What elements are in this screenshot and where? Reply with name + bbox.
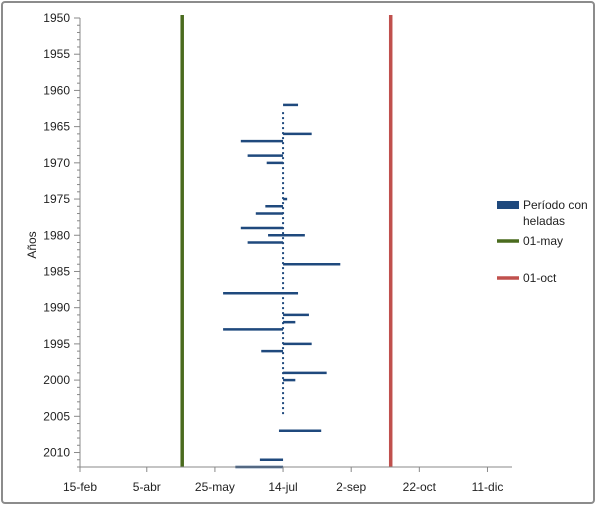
legend-label: Período con (523, 198, 588, 212)
x-tick-label: 11-dic (472, 480, 504, 494)
legend-label: 01-may (523, 234, 563, 248)
plot-area (180, 15, 393, 469)
x-tick-label: 5-abr (133, 480, 161, 494)
y-tick-label: 1965 (43, 120, 70, 134)
y-tick-label: 2010 (43, 446, 70, 460)
y-tick-label: 1975 (43, 192, 70, 206)
y-tick-label: 1985 (43, 264, 70, 278)
legend: Período con heladas 01-may 01-oct (497, 198, 588, 285)
x-tick-label: 2-sep (336, 480, 366, 494)
y-tick-label: 1955 (43, 47, 70, 61)
x-tick-label: 25-may (195, 480, 235, 494)
y-tick-label: 1970 (43, 156, 70, 170)
y-tick-label: 2000 (43, 373, 70, 387)
y-tick-label: 1995 (43, 337, 70, 351)
y-tick-label: 1960 (43, 83, 70, 97)
legend-label: 01-oct (523, 271, 557, 285)
y-tick-label: 1950 (43, 11, 70, 25)
legend-label: heladas (523, 214, 565, 228)
x-tick-label: 14-jul (268, 480, 297, 494)
axes: 1950 1955 1960 1965 1970 1975 1980 1985 1990 1995… (43, 11, 512, 494)
x-tick-label: 15-feb (63, 480, 97, 494)
y-axis-title: Años (25, 231, 39, 258)
y-tick-label: 2005 (43, 409, 70, 423)
y-tick-label: 1980 (43, 228, 70, 242)
y-tick-label: 1990 (43, 301, 70, 315)
legend-swatch-frost (497, 201, 519, 209)
x-tick-label: 22-oct (403, 480, 437, 494)
